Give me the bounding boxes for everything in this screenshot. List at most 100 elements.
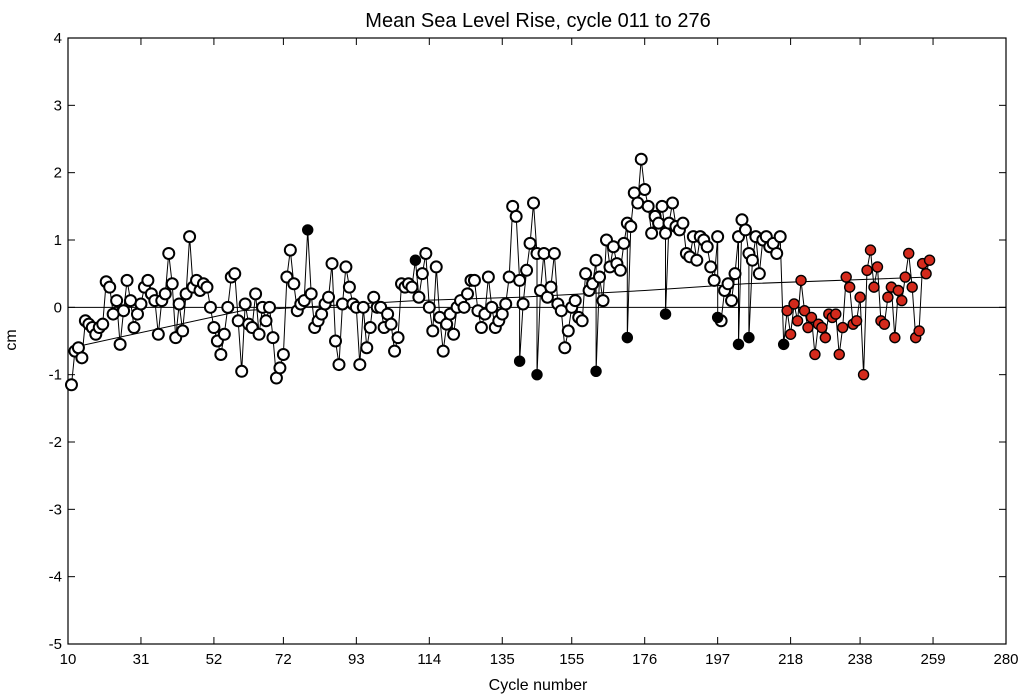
- data-point: [700, 240, 714, 254]
- x-tick-label: 155: [559, 651, 584, 668]
- data-point: [589, 253, 603, 267]
- data-point: [214, 347, 228, 361]
- data-point: [732, 338, 745, 351]
- data-point: [527, 196, 541, 210]
- data-point: [388, 344, 402, 358]
- data-point: [752, 267, 766, 281]
- data-point: [502, 270, 516, 284]
- data-point: [784, 328, 797, 340]
- data-point: [141, 273, 155, 287]
- data-point: [481, 270, 495, 284]
- data-point: [302, 224, 314, 236]
- data-point: [819, 331, 832, 344]
- data-point: [773, 230, 787, 244]
- data-point: [638, 183, 652, 196]
- data-point: [325, 257, 339, 271]
- data-point: [523, 236, 537, 250]
- data-point: [704, 260, 718, 274]
- data-point: [419, 246, 433, 260]
- data-point: [363, 321, 377, 335]
- y-tick-label: 1: [54, 232, 62, 249]
- data-point: [770, 246, 784, 260]
- data-point: [676, 216, 690, 230]
- data-point: [857, 368, 870, 381]
- data-point: [429, 260, 443, 274]
- data-point: [124, 294, 138, 308]
- data-point: [457, 300, 471, 314]
- x-tick-label: 280: [993, 651, 1018, 668]
- data-point: [568, 294, 582, 308]
- data-point: [110, 294, 124, 308]
- data-point: [920, 267, 932, 280]
- data-point: [802, 321, 814, 334]
- data-point: [665, 196, 679, 210]
- data-point: [339, 260, 353, 274]
- data-point: [575, 314, 589, 328]
- data-point: [249, 287, 263, 301]
- data-point: [634, 152, 648, 166]
- y-tick-label: -4: [49, 569, 62, 586]
- data-point: [690, 253, 704, 267]
- y-axis-label: cm: [3, 329, 20, 350]
- data-point: [561, 324, 575, 338]
- x-tick-label: 52: [206, 651, 223, 668]
- data-point: [103, 280, 117, 294]
- data-point: [913, 325, 925, 337]
- data-point: [235, 364, 249, 378]
- data-point: [467, 273, 481, 287]
- x-tick-label: 238: [848, 651, 873, 668]
- data-point: [228, 267, 242, 281]
- data-point: [259, 314, 273, 328]
- y-tick-label: 4: [54, 30, 62, 47]
- data-point: [711, 230, 725, 244]
- data-point: [412, 290, 426, 304]
- data-point: [231, 314, 245, 328]
- data-point: [176, 324, 190, 338]
- y-tick-label: -3: [49, 501, 62, 518]
- x-tick-label: 259: [921, 651, 946, 668]
- data-point: [134, 297, 148, 311]
- x-tick-label: 114: [417, 651, 441, 668]
- data-point: [461, 287, 475, 301]
- data-point: [276, 347, 290, 361]
- data-point: [342, 280, 356, 294]
- data-point: [165, 277, 179, 291]
- data-point: [252, 327, 266, 341]
- x-tick-label: 10: [60, 651, 77, 668]
- data-point: [830, 308, 842, 320]
- data-point: [593, 270, 607, 284]
- data-point: [117, 304, 131, 318]
- data-point: [520, 263, 534, 277]
- data-point: [854, 291, 866, 303]
- data-point: [590, 365, 602, 377]
- data-point: [356, 300, 370, 314]
- data-point: [322, 290, 336, 304]
- y-tick-label: 3: [54, 97, 62, 114]
- plot-frame: [67, 37, 1007, 645]
- data-point: [798, 305, 811, 317]
- data-point: [283, 243, 297, 257]
- y-tick-label: 2: [54, 165, 62, 182]
- data-point: [624, 220, 638, 234]
- data-point: [513, 273, 527, 287]
- y-tick-label: -5: [49, 636, 62, 653]
- x-tick-label: 135: [490, 651, 515, 668]
- data-point: [558, 341, 572, 355]
- data-point: [162, 246, 176, 260]
- data-point: [861, 264, 873, 276]
- x-tick-label: 31: [133, 651, 150, 668]
- data-point: [868, 281, 880, 293]
- x-axis-label: Cycle number: [489, 677, 588, 694]
- data-point: [645, 226, 659, 240]
- x-tick-label: 72: [275, 651, 292, 668]
- data-point: [151, 327, 165, 341]
- data-point: [743, 331, 755, 344]
- x-tick-label: 93: [348, 651, 365, 668]
- data-point: [426, 324, 440, 338]
- data-point: [745, 253, 759, 267]
- data-point: [777, 338, 790, 351]
- data-point: [537, 246, 551, 260]
- data-point: [547, 246, 561, 260]
- data-point: [850, 315, 863, 327]
